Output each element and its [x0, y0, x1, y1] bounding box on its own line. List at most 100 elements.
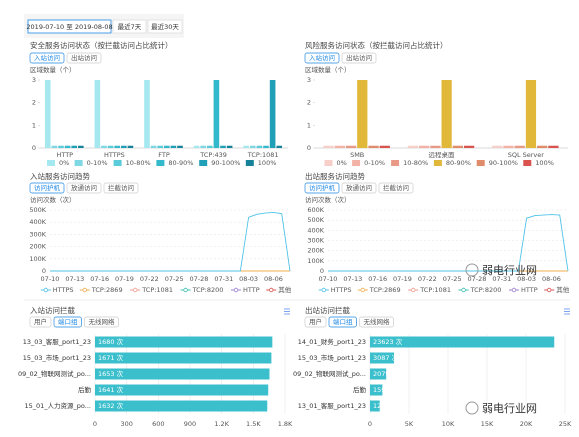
x-tick-label: 08-06 [264, 275, 283, 283]
bar [193, 145, 200, 148]
tab[interactable] [328, 316, 357, 328]
bar [94, 80, 101, 148]
y-tick-label: 600K [307, 206, 324, 214]
tab[interactable] [359, 316, 394, 328]
panel-title: 入站访问拦截 [30, 305, 75, 315]
tab[interactable] [103, 182, 139, 194]
legend-swatch [324, 160, 333, 166]
y-tick-label: 200K [307, 247, 324, 255]
legend-swatch [269, 287, 274, 293]
tab[interactable] [304, 182, 340, 194]
legend-label: 100% [535, 159, 554, 167]
x-tick-label: 08-03 [239, 275, 258, 283]
x-tick-label: 07-28 [190, 275, 209, 283]
bar [144, 80, 150, 148]
legend-label: TCP:2869 [369, 286, 401, 294]
x-tick-label: 07-16 [368, 275, 387, 283]
tab[interactable] [29, 182, 65, 194]
legend-swatch [476, 160, 485, 166]
legend-label: 10-80% [126, 159, 151, 167]
tab-label: 放通访问 [346, 183, 372, 192]
y-tick-label: 500K [307, 216, 324, 224]
date-range-button[interactable] [27, 19, 112, 34]
category-label: 09_02_物联网测试_po... [18, 369, 91, 378]
tab-label: 无线网络 [364, 317, 391, 326]
x-tick-label: TCP:1081 [247, 151, 279, 159]
legend-swatch [233, 287, 239, 293]
y-tick-label: 100K [29, 255, 46, 263]
legend-label: TCP:2869 [91, 286, 123, 294]
bar [370, 352, 395, 364]
bar [256, 145, 263, 148]
y-tick-label: 1 [32, 121, 36, 129]
tab-label: 放通访问 [71, 183, 97, 192]
legend-swatch [43, 287, 48, 293]
watermark: 弱电行业网 [482, 264, 537, 277]
legend-swatch [74, 160, 83, 166]
tab[interactable] [84, 316, 119, 328]
legend-swatch [352, 160, 361, 166]
bar [243, 145, 249, 148]
range-button-label: 最近7天 [118, 22, 142, 31]
bar [71, 145, 78, 148]
tab[interactable] [341, 52, 377, 64]
tab[interactable] [66, 52, 102, 64]
bar [95, 400, 268, 412]
tab[interactable] [304, 316, 327, 328]
y-tick-label: 400K [307, 226, 324, 234]
x-tick-label: 07-22 [140, 275, 159, 283]
tab-label: 访问护机 [309, 183, 336, 192]
tab[interactable] [53, 316, 82, 328]
tab[interactable] [29, 52, 65, 64]
x-tick-label: 07-31 [214, 275, 233, 283]
range-button[interactable] [147, 19, 183, 34]
x-tick-label: 07-10 [319, 275, 338, 283]
tab-label: 无线网络 [89, 317, 116, 326]
x-tick-label: 07-16 [90, 275, 109, 283]
category-label: 09_02_物联网测试_po... [293, 369, 366, 378]
range-button[interactable] [112, 19, 147, 34]
y-tick-label: 0 [42, 267, 46, 275]
x-tick-label: 5K [405, 420, 414, 428]
value-label: 2079 次 [373, 369, 399, 378]
tab-label: 入站访问 [309, 53, 335, 62]
tab[interactable] [29, 316, 52, 328]
bar [107, 145, 114, 148]
y-tick-label: 3 [307, 76, 311, 84]
watermark-icon [465, 263, 479, 277]
tab[interactable] [378, 182, 414, 194]
bar [370, 368, 387, 380]
y-tick-label: 2 [307, 99, 311, 107]
panel-title: 出站服务访问趋势 [305, 171, 365, 181]
y-axis-label: 访问次数（次） [305, 195, 351, 204]
tab[interactable] [304, 52, 340, 64]
y-tick-label: 3 [32, 76, 36, 84]
x-tick-label: 1.2K [214, 420, 229, 428]
tab[interactable] [66, 182, 102, 194]
tab[interactable] [341, 182, 377, 194]
legend-swatch [47, 160, 55, 166]
legend-swatch [156, 160, 165, 166]
bar [150, 145, 157, 148]
value-label: 1632 次 [98, 401, 124, 410]
menu-icon[interactable] [564, 308, 570, 315]
bar [121, 145, 127, 148]
legend-swatch [199, 160, 208, 166]
legend-label: 80-90% [168, 159, 193, 167]
x-tick-label: 0 [93, 420, 97, 428]
x-tick-label: 300 [120, 420, 132, 428]
x-tick-label: 1.5K [246, 420, 261, 428]
menu-icon[interactable] [284, 308, 290, 315]
bar [164, 145, 170, 148]
legend-label: TCP:1081 [141, 286, 173, 294]
legend-label: 100% [258, 159, 277, 167]
legend-swatch [183, 287, 188, 293]
x-tick-label: 25K [559, 420, 572, 428]
y-tick-label: 0 [320, 267, 324, 275]
bar [213, 80, 220, 148]
legend-label: 其他 [556, 285, 570, 294]
x-tick-label: 0 [368, 420, 372, 428]
bar [276, 145, 283, 148]
